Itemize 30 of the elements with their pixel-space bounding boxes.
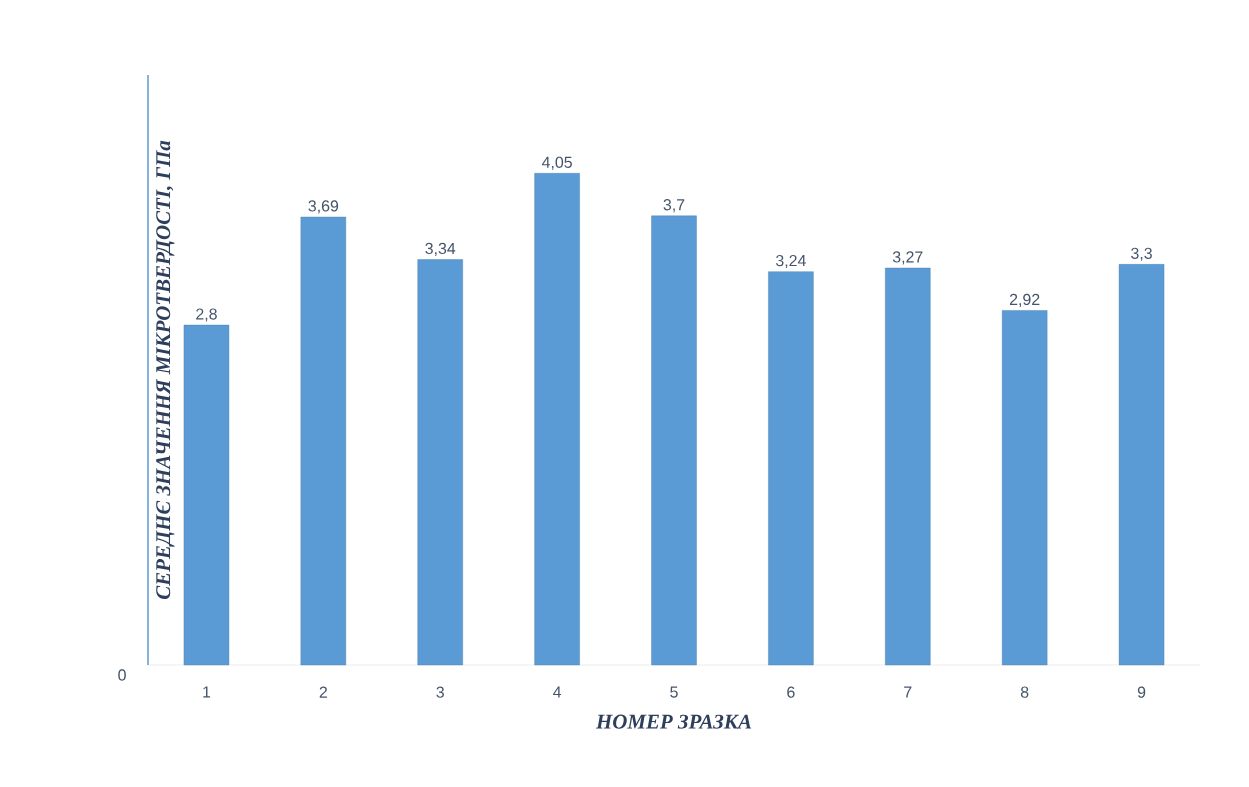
x-tick-label: 1 bbox=[203, 686, 211, 698]
bar bbox=[534, 173, 580, 666]
data-label: 3,24 bbox=[775, 254, 806, 269]
data-label: 3,69 bbox=[308, 200, 339, 214]
x-tick-label: 3 bbox=[436, 686, 444, 698]
bar bbox=[300, 216, 347, 666]
bar bbox=[885, 267, 931, 666]
data-label: 4,05 bbox=[541, 156, 572, 170]
bar bbox=[1001, 310, 1048, 666]
data-label: 2,8 bbox=[196, 308, 217, 322]
x-tick-label: 4 bbox=[553, 686, 562, 698]
x-tick-label: 8 bbox=[1020, 686, 1029, 698]
data-label: 3,34 bbox=[425, 242, 456, 256]
x-tick-label: 6 bbox=[787, 686, 795, 698]
bar bbox=[1118, 264, 1165, 666]
x-tick-label: 5 bbox=[670, 686, 678, 698]
bar bbox=[768, 271, 814, 666]
bar bbox=[417, 259, 463, 666]
bar bbox=[183, 324, 230, 666]
x-axis-title: НОМЕР ЗРАЗКА bbox=[595, 714, 752, 729]
data-label: 3,27 bbox=[892, 251, 923, 265]
x-tick-label: 9 bbox=[1137, 686, 1146, 698]
data-label: 3,7 bbox=[663, 199, 685, 213]
text: 0 bbox=[118, 669, 126, 681]
data-label: 2,92 bbox=[1009, 293, 1040, 307]
bar bbox=[651, 215, 697, 666]
x-tick-label: 2 bbox=[319, 686, 327, 698]
data-label: 3,3 bbox=[1131, 247, 1152, 261]
x-tick-label: 7 bbox=[904, 686, 912, 698]
y-axis-title: СЕРЕДНЄ ЗНАЧЕННЯ МІКРОТВЕРДОСТІ, ГПа bbox=[156, 140, 175, 600]
